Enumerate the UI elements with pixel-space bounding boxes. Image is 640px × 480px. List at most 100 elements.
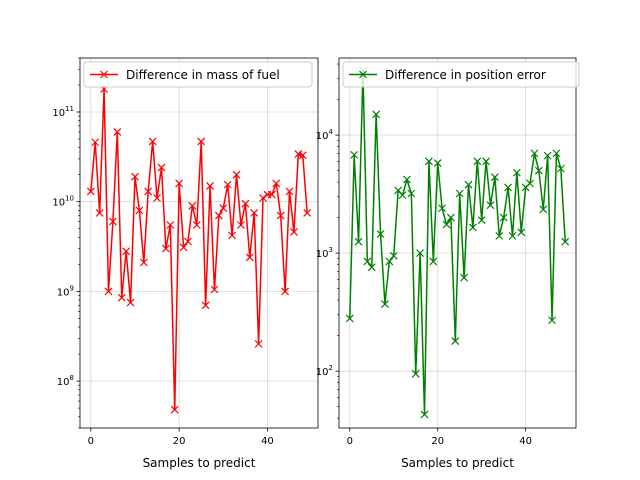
fuel-mass-data-point: [298, 151, 307, 160]
position-error-data-point: [490, 173, 499, 182]
fuel-mass-data-point: [223, 180, 232, 189]
position-error-data-point: [407, 189, 416, 198]
fuel-mass-x-tick-label: 40: [261, 436, 274, 447]
position-error-axes-frame: [338, 57, 577, 429]
position-error-data-point: [508, 231, 517, 240]
position-error-x-ticks: 0 20 40: [347, 428, 532, 447]
fuel-mass-legend-marker: [100, 70, 108, 79]
fuel-mass-data-point: [126, 298, 135, 307]
fuel-mass-x-axis-label: Samples to predict: [143, 456, 256, 470]
position-error-x-tick-label: 0: [347, 436, 353, 447]
position-error-data-point: [385, 257, 394, 266]
fuel-mass-data-point: [303, 208, 312, 217]
fuel-mass-data-point: [241, 199, 250, 208]
fuel-mass-data-point: [197, 137, 206, 146]
position-error-y-ticks: 102 103 104: [316, 63, 339, 419]
fuel-mass-y-tick-label: 108: [57, 374, 74, 388]
position-error-x-tick-label: 40: [519, 436, 532, 447]
position-error-data-point: [464, 180, 473, 189]
position-error-data-point: [438, 204, 447, 213]
position-error-y-tick-label: 102: [316, 364, 333, 378]
position-error-data-point: [526, 179, 534, 188]
fuel-mass-data-point: [290, 228, 298, 236]
position-error-data-point: [416, 249, 425, 258]
fuel-mass-data-point: [210, 285, 219, 294]
position-error-legend-marker: [359, 70, 367, 79]
position-error-data-point: [552, 149, 561, 158]
fuel-mass-data-point: [272, 179, 281, 188]
fuel-mass-data-point: [148, 137, 157, 146]
position-error-legend-label: Difference in position error: [385, 68, 546, 82]
position-error-x-axis-label: Samples to predict: [401, 456, 514, 470]
fuel-mass-data-point: [131, 172, 139, 181]
position-error-data-point: [486, 201, 495, 210]
position-error-data-point: [517, 228, 526, 237]
fuel-mass-data-point: [281, 287, 290, 296]
fuel-mass-data-point: [104, 287, 113, 296]
fuel-mass-data-point: [206, 181, 214, 190]
position-error-data-point: [376, 230, 385, 239]
position-error-data-point: [499, 213, 508, 222]
position-error-data-point: [442, 220, 451, 229]
fuel-mass-data-point: [170, 405, 179, 414]
position-error-data-point: [451, 337, 460, 345]
fuel-mass-x-tick-label: 20: [173, 436, 186, 447]
position-error-data-point: [433, 159, 442, 167]
position-error-data-point: [350, 150, 359, 159]
fuel-mass-data-point: [175, 179, 184, 188]
fuel-mass-y-tick-label: 109: [57, 284, 74, 298]
position-error-data-point: [411, 369, 420, 378]
fuel-mass-data-point: [267, 190, 276, 199]
position-error-data-point: [530, 149, 539, 158]
fuel-mass-legend-box: [83, 61, 313, 88]
position-error-data-point: [495, 231, 504, 240]
fuel-mass-data-point: [113, 127, 122, 136]
position-error-data-point: [460, 273, 469, 282]
position-error-data-point: [367, 263, 376, 272]
position-error-plot: 0 20 40 102 103 104 Samples to predict Diffe…: [316, 57, 580, 470]
fuel-mass-data-point: [276, 211, 285, 220]
position-error-data-point: [477, 216, 486, 225]
position-error-data-point: [389, 251, 398, 260]
position-error-legend-marker-x: [359, 70, 367, 79]
fuel-mass-legend-marker-x: [100, 70, 108, 79]
position-error-data-point: [468, 223, 477, 232]
position-error-data-point: [354, 237, 363, 246]
position-error-data-point: [534, 166, 543, 175]
fuel-mass-data-point: [214, 211, 223, 220]
position-error-data-point: [539, 205, 548, 214]
fuel-mass-axes-frame: [79, 57, 319, 429]
position-error-data-point: [512, 168, 521, 177]
fuel-mass-data-point: [237, 221, 245, 229]
position-error-x-tick-label: 20: [431, 436, 444, 447]
fuel-mass-data-point: [245, 253, 254, 262]
position-error-data-point: [398, 191, 407, 200]
fuel-mass-x-tick-label: 0: [88, 436, 94, 447]
fuel-mass-data-point: [294, 150, 303, 158]
position-error-data-point: [381, 300, 389, 309]
position-error-legend-box: [342, 61, 580, 88]
position-error-legend: Difference in position error: [342, 61, 580, 88]
fuel-mass-data-point: [250, 208, 259, 217]
position-error-data-point: [446, 213, 455, 222]
position-error-y-tick-label: 104: [316, 128, 334, 142]
fuel-mass-data-point: [161, 244, 170, 253]
fuel-mass-legend-label: Difference in mass of fuel: [126, 68, 280, 82]
fuel-mass-data-point: [259, 194, 267, 202]
fuel-mass-y-ticks: 108 109 1010 1011: [52, 57, 80, 429]
fuel-mass-legend: Difference in mass of fuel: [83, 61, 313, 88]
fuel-mass-data-point: [139, 258, 148, 267]
fuel-mass-data-point: [135, 206, 144, 215]
fuel-mass-data-point: [179, 243, 188, 252]
position-error-data-point: [561, 237, 570, 246]
position-error-data-point: [473, 157, 482, 166]
fuel-mass-data-point: [157, 163, 166, 172]
fuel-mass-data-point: [108, 217, 117, 226]
position-error-data-point: [429, 257, 438, 266]
fuel-mass-data-point: [95, 208, 104, 217]
position-error-data-point: [424, 157, 433, 166]
fuel-mass-data-point: [228, 231, 237, 240]
fuel-mass-data-point: [122, 247, 131, 256]
